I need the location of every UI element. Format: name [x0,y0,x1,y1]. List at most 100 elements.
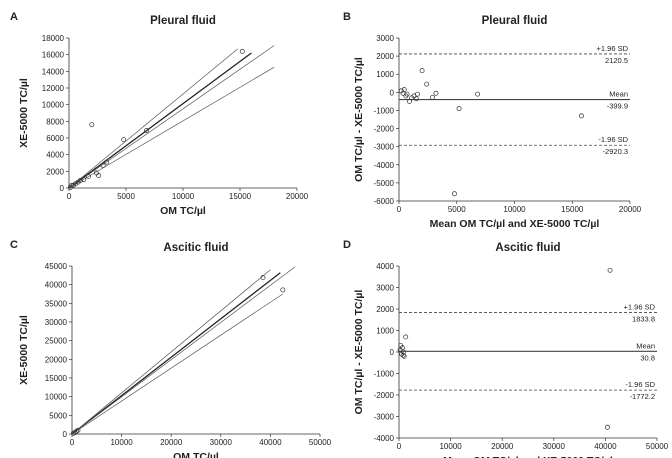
y-tick-label: 18000 [42,34,65,43]
y-tick-label: -3000 [374,413,395,422]
panel-letter: C [10,239,18,251]
regression-line-fit [71,272,281,435]
y-tick-label: 0 [390,88,395,97]
x-tick-label: 40000 [594,442,617,451]
y-tick-label: -5000 [374,179,395,188]
reference-line-label: +1.96 SD [597,44,629,53]
reference-line-label: +1.96 SD [624,303,656,312]
x-tick-label: 30000 [543,442,566,451]
y-axis-label: XE-5000 TC/µl [18,315,30,385]
data-point [239,48,245,54]
data-point [75,427,81,433]
panel-letter: A [10,11,18,23]
panel-letter: B [343,11,351,23]
data-point [144,128,149,133]
y-tick-label: 16000 [42,51,65,60]
y-tick-label: 1000 [376,70,394,79]
data-point [401,87,407,93]
data-point [406,98,412,104]
reference-line-label: Mean [636,341,655,350]
reference-line-value: -399.9 [607,102,628,111]
y-tick-label: 25000 [45,337,68,346]
y-tick-label: 0 [390,348,395,357]
chart-title: Pleural fluid [150,15,216,27]
data-point [74,428,79,434]
x-tick-label: 20000 [160,438,183,447]
y-tick-label: 5000 [49,411,67,420]
y-tick-label: 35000 [45,299,68,308]
y-tick-label: 0 [63,430,68,439]
y-tick-label: 3000 [376,34,394,43]
y-axis-label: XE-5000 TC/µl [18,78,30,148]
data-point [579,113,584,119]
x-tick-label: 30000 [210,438,233,447]
x-tick-label: 20000 [619,205,642,214]
x-tick-label: 0 [67,192,72,201]
data-point [100,163,106,168]
regression-line-lower [71,293,283,435]
y-tick-label: -4000 [374,434,395,443]
data-point [413,96,419,102]
data-point [419,68,425,74]
data-point [400,352,406,358]
data-point [121,137,127,143]
y-tick-label: -1000 [374,106,395,115]
data-point [280,287,286,293]
x-tick-label: 50000 [646,442,669,451]
x-axis-label: Mean OM TC/µl and XE-5000 TC/µl [430,218,600,230]
y-tick-label: -2000 [374,125,395,134]
y-tick-label: 4000 [46,151,64,160]
y-tick-label: -6000 [374,197,395,206]
data-point [456,106,462,112]
regression-line-fit [68,52,252,189]
y-tick-label: 2000 [376,52,394,61]
y-tick-label: 10000 [45,393,68,402]
y-tick-label: 2000 [46,167,64,176]
x-axis-label: Mean OM TC/µl and XE-5000 TC/µl [443,455,613,458]
y-axis-label: OM TC/µl - XE-5000 TC/µl [353,290,365,415]
x-tick-label: 0 [397,442,402,451]
reference-line-value: -1772.2 [630,392,655,401]
x-tick-label: 15000 [561,205,584,214]
regression-line-upper [68,45,275,189]
data-point [96,173,102,178]
x-tick-label: 10000 [439,442,462,451]
regression-line-lower [68,66,275,189]
panel-a: A Pleural fluid 0 5000 10000 15000 20000 0 2000 4… [10,11,309,217]
reference-line-label: -1.96 SD [598,135,628,144]
y-tick-label: 3000 [376,284,394,293]
reference-line-label: -1.96 SD [625,380,655,389]
y-tick-label: 1000 [376,327,394,336]
y-tick-label: 40000 [45,281,68,290]
x-tick-label: 50000 [309,438,332,447]
data-point [260,275,266,281]
data-point [607,267,613,273]
reference-line-value: 2120.5 [605,56,628,65]
y-tick-label: -2000 [374,391,395,400]
chart-title: Ascitic fluid [495,242,560,254]
x-tick-label: 10000 [172,192,195,201]
data-point [403,334,409,340]
reference-line-label: Mean [609,90,628,99]
y-tick-label: 14000 [42,67,65,76]
y-axis-label: OM TC/µl - XE-5000 TC/µl [353,57,365,182]
y-tick-label: 12000 [42,84,65,93]
x-tick-label: 10000 [110,438,133,447]
data-point [451,191,457,197]
y-tick-label: 20000 [45,355,68,364]
reference-line-value: 30.8 [640,353,655,362]
x-axis-label: OM TC/µl [160,205,206,217]
data-point [605,424,610,430]
x-tick-label: 0 [397,205,402,214]
y-tick-label: -1000 [374,370,395,379]
y-tick-label: -3000 [374,143,395,152]
x-tick-label: 0 [70,438,75,447]
data-point [424,81,430,87]
data-point [404,91,410,97]
x-tick-label: 5000 [117,192,135,201]
data-point [430,94,435,100]
regression-line-outer [71,266,296,435]
data-point [81,177,87,183]
